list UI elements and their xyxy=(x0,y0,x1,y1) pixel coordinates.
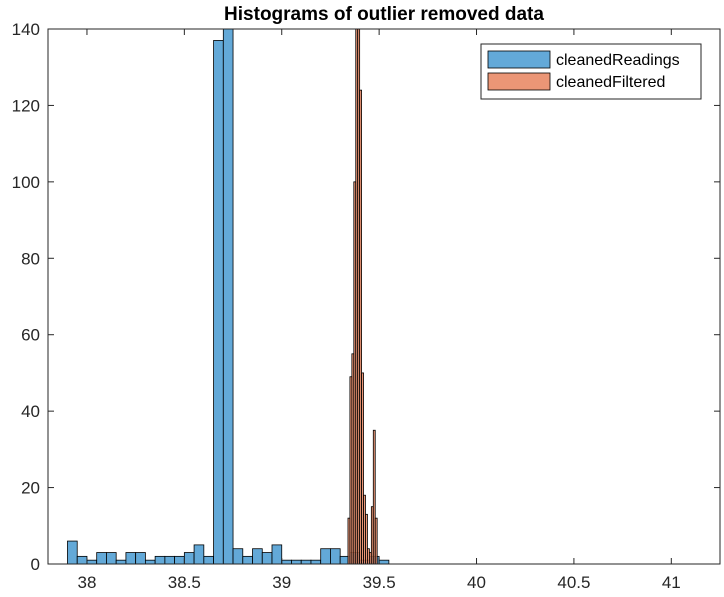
bar-filtered-6 xyxy=(359,89,362,564)
x-tick-label: 39.5 xyxy=(363,573,396,592)
axes-box xyxy=(47,28,721,565)
bar-readings-7 xyxy=(135,552,146,564)
bar-readings-32 xyxy=(378,559,390,564)
x-tick-label: 41 xyxy=(662,573,681,592)
axes: 38 38.5 39 39.5 40 40.5 41 0 20 40 60 80 100 120 140 xyxy=(12,20,721,592)
y-tick-label: 60 xyxy=(21,326,40,345)
y-tick-label: 120 xyxy=(12,96,40,115)
bar-readings-15 xyxy=(213,40,224,564)
y-tick-label: 20 xyxy=(21,479,40,498)
x-tick-label: 38 xyxy=(77,573,96,592)
legend-label: cleanedFiltered xyxy=(556,74,665,91)
bar-readings-27 xyxy=(330,548,341,564)
bar-readings-19 xyxy=(252,548,263,564)
bar-readings-5 xyxy=(115,559,127,564)
bar-readings-22 xyxy=(281,559,292,564)
bars-layer xyxy=(67,29,390,564)
chart-title: Histograms of outlier removed data xyxy=(224,4,544,25)
bar-readings-18 xyxy=(242,555,253,564)
bar-readings-2 xyxy=(86,559,98,564)
bar-readings-10 xyxy=(164,555,176,564)
x-tick-label: 38.5 xyxy=(168,573,201,592)
x-tick-label: 40.5 xyxy=(557,573,590,592)
bar-filtered-14 xyxy=(374,517,378,564)
bar-readings-25 xyxy=(310,559,322,564)
bar-readings-26 xyxy=(320,548,331,564)
bar-readings-12 xyxy=(183,552,195,564)
bar-readings-6 xyxy=(125,552,137,564)
bar-readings-13 xyxy=(193,544,205,564)
bar-readings-9 xyxy=(154,555,166,564)
y-tick-label: 0 xyxy=(31,555,40,574)
bar-readings-16 xyxy=(222,29,234,564)
y-tick-label: 40 xyxy=(21,402,40,421)
legend-swatch xyxy=(487,72,551,91)
bar-readings-8 xyxy=(144,559,156,564)
y-tick-label: 140 xyxy=(12,20,40,39)
legend-swatch xyxy=(487,50,551,69)
bar-readings-14 xyxy=(203,555,214,564)
bar-readings-24 xyxy=(300,559,312,564)
legend: cleanedReadings cleanedFiltered xyxy=(480,43,702,100)
bar-readings-4 xyxy=(106,552,117,564)
y-tick-label: 80 xyxy=(21,249,40,268)
bar-readings-11 xyxy=(174,555,185,564)
bar-readings-0 xyxy=(67,540,78,564)
plot-area xyxy=(67,29,390,564)
bar-readings-1 xyxy=(76,555,88,564)
bar-readings-20 xyxy=(261,552,273,564)
x-tick-label: 39 xyxy=(272,573,291,592)
bar-readings-21 xyxy=(271,544,283,564)
y-tick-label: 100 xyxy=(12,173,40,192)
legend-label: cleanedReadings xyxy=(556,52,680,69)
bar-readings-3 xyxy=(96,552,107,564)
x-tick-label: 40 xyxy=(467,573,486,592)
bar-readings-17 xyxy=(232,548,244,564)
bar-readings-23 xyxy=(291,559,302,564)
bar-filtered-13 xyxy=(372,429,376,564)
